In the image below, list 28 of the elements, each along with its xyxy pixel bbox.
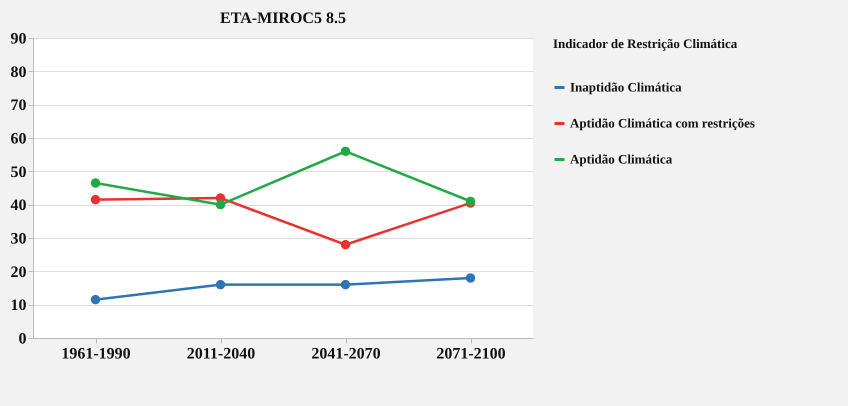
y-tick-label: 10 [10, 297, 26, 314]
legend-title: Indicador de Restrição Climática [553, 36, 738, 51]
point [466, 273, 476, 283]
y-tick-label: 50 [10, 164, 26, 181]
y-tick-label: 30 [10, 230, 26, 248]
y-tick-label: 80 [10, 64, 26, 81]
point [340, 240, 350, 250]
point [90, 294, 100, 304]
y-tick-label: 90 [10, 30, 26, 48]
y-tick-label: 40 [10, 197, 26, 214]
point [340, 146, 350, 156]
point [340, 280, 350, 290]
chart-title: ETA-MIROC5 8.5 [220, 10, 346, 27]
legend-label: Aptidão Climática com restrições [570, 116, 755, 130]
y-tick-label: 0 [18, 330, 26, 348]
point [216, 280, 226, 290]
x-tick-label: 2071-2100 [436, 346, 506, 362]
point [90, 178, 100, 188]
x-tick-label: 2041-2070 [311, 346, 381, 362]
x-tick-label: 2011-2040 [186, 346, 256, 362]
legend-label: Aptidão Climática [570, 152, 673, 166]
point [90, 194, 100, 204]
y-tick-label: 70 [10, 97, 26, 114]
x-tick-label: 1961-1990 [61, 346, 131, 362]
legend-label: Inaptidão Climática [570, 80, 682, 94]
y-tick-label: 20 [10, 264, 26, 281]
y-tick-label: 60 [10, 130, 26, 148]
point [216, 200, 226, 210]
